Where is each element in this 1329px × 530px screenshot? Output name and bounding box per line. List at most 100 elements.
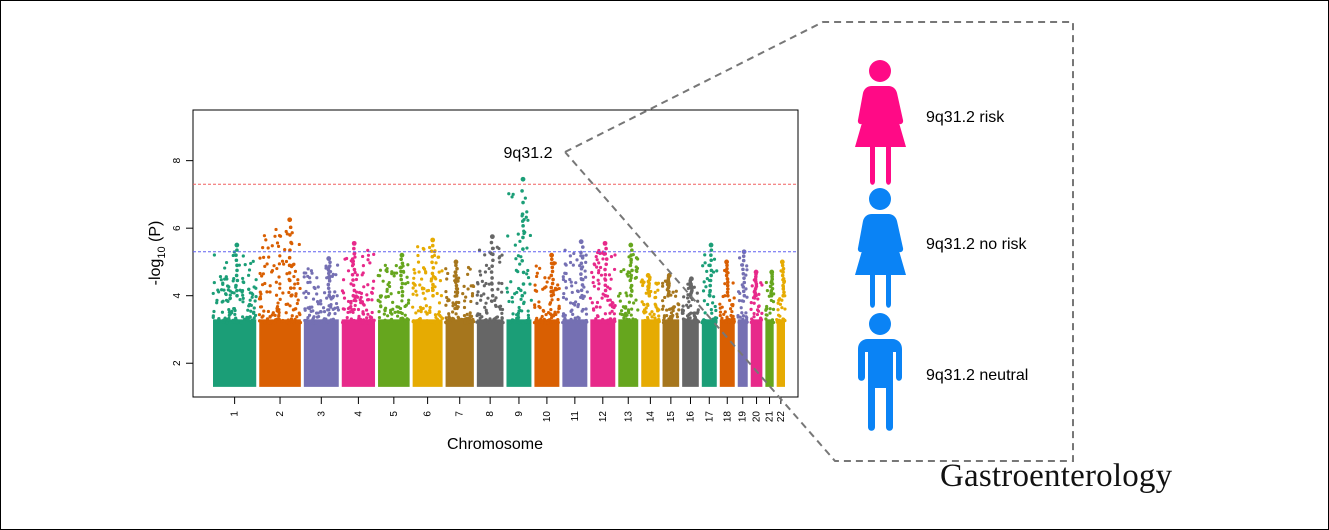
snp-point — [384, 319, 388, 323]
snp-point — [783, 307, 787, 311]
snp-point — [623, 306, 627, 310]
snp-point — [665, 313, 669, 318]
snp-point — [288, 225, 293, 230]
snp-point — [781, 293, 786, 298]
snp-point — [284, 311, 288, 315]
snp-point — [331, 317, 335, 321]
snp-point — [304, 271, 308, 275]
snp-point — [361, 254, 365, 259]
snp-point — [544, 285, 548, 289]
snp-point — [284, 229, 288, 234]
snp-point — [760, 311, 764, 315]
snp-point — [487, 282, 491, 286]
snp-point — [418, 305, 423, 310]
snp-point — [212, 253, 216, 257]
snp-point — [277, 310, 281, 314]
snp-point — [579, 288, 584, 293]
snp-point — [293, 317, 297, 321]
snp-point — [351, 283, 356, 288]
snp-point — [703, 261, 707, 265]
snp-point — [304, 321, 308, 325]
snp-point — [732, 319, 736, 323]
snp-point — [487, 266, 491, 271]
y-axis: 2 4 6 8 — [172, 157, 193, 366]
snp-point — [507, 192, 511, 196]
snp-point — [612, 312, 616, 316]
snp-point — [675, 315, 680, 319]
peak-snp-point — [779, 259, 785, 265]
snp-point — [385, 287, 389, 291]
snp-point — [723, 310, 727, 314]
snp-point — [384, 295, 388, 299]
snp-point — [278, 297, 282, 301]
x-tick-label: 5 — [389, 411, 400, 417]
snp-cloud — [590, 319, 616, 387]
chromosome-8-points — [475, 234, 505, 387]
snp-point — [235, 268, 239, 273]
snp-point — [480, 279, 484, 283]
snp-point — [251, 311, 256, 315]
female-no-risk-icon — [855, 188, 906, 308]
snp-point — [562, 320, 566, 324]
snp-point — [627, 317, 631, 322]
snp-point — [680, 308, 684, 312]
snp-point — [382, 312, 386, 316]
snp-point — [306, 274, 310, 278]
snp-point — [457, 300, 461, 305]
snp-point — [777, 318, 781, 322]
snp-point — [598, 305, 602, 309]
snp-point — [776, 313, 781, 317]
snp-point — [766, 321, 770, 325]
snp-point — [568, 277, 572, 282]
snp-point — [411, 320, 416, 324]
snp-point — [510, 195, 514, 199]
snp-point — [258, 290, 262, 294]
snp-point — [618, 291, 622, 296]
snp-point — [352, 252, 357, 256]
snp-point — [712, 295, 716, 299]
snp-point — [350, 272, 355, 277]
snp-point — [534, 264, 538, 268]
snp-point — [525, 246, 529, 250]
snp-point — [573, 303, 577, 307]
snp-point — [776, 308, 780, 312]
snp-point — [371, 318, 375, 322]
snp-point — [525, 210, 529, 214]
snp-point — [741, 289, 746, 294]
snp-cloud — [562, 319, 588, 387]
snp-point — [447, 312, 451, 316]
snp-point — [577, 316, 581, 320]
snp-point — [392, 274, 396, 278]
snp-point — [561, 277, 566, 282]
snp-point — [353, 303, 357, 308]
snp-point — [540, 320, 545, 325]
snp-point — [594, 305, 599, 309]
snp-point — [483, 305, 487, 309]
snp-point — [438, 279, 443, 283]
snp-point — [265, 317, 270, 321]
male-neutral-icon — [858, 313, 902, 431]
snp-cloud — [682, 319, 699, 387]
snp-point — [609, 317, 613, 321]
snp-point — [369, 320, 373, 325]
snp-point — [414, 311, 418, 315]
snp-point — [289, 240, 293, 245]
snp-point — [652, 312, 656, 316]
snp-point — [289, 317, 294, 321]
snp-point — [304, 289, 308, 294]
snp-point — [603, 312, 607, 316]
snp-point — [674, 294, 678, 298]
snp-point — [233, 312, 237, 316]
snp-point — [619, 309, 624, 313]
snp-cloud — [719, 319, 735, 387]
snp-point — [306, 291, 311, 296]
snp-point — [416, 309, 421, 313]
snp-point — [693, 317, 697, 321]
snp-point — [322, 317, 327, 321]
snp-point — [744, 287, 748, 291]
snp-point — [436, 255, 440, 259]
snp-point — [728, 298, 732, 302]
snp-point — [428, 310, 432, 314]
snp-point — [556, 297, 560, 302]
